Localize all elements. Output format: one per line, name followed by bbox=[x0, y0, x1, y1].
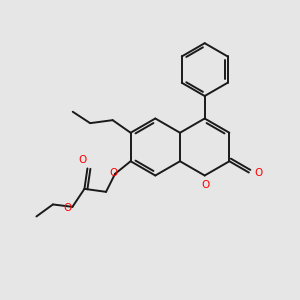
Text: O: O bbox=[110, 168, 118, 178]
Text: O: O bbox=[64, 203, 72, 213]
Text: O: O bbox=[201, 180, 209, 190]
Text: O: O bbox=[254, 167, 262, 178]
Text: O: O bbox=[78, 155, 86, 166]
